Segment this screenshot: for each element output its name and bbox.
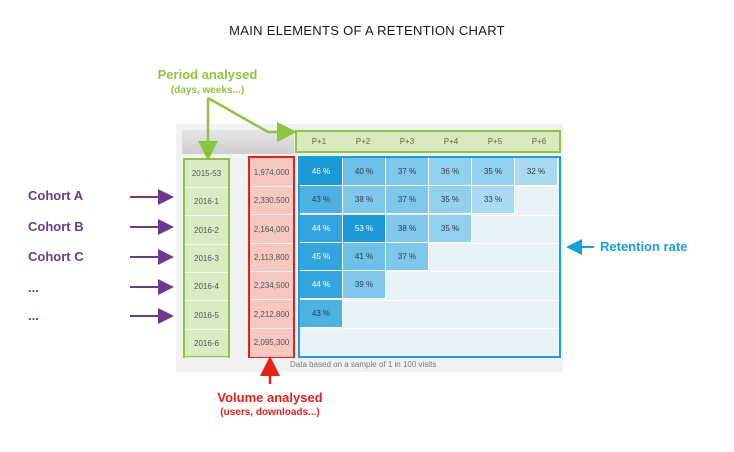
cohort-date-cell: 2016-6 — [185, 330, 228, 358]
retention-rate-cell: 45 % — [300, 242, 343, 271]
retention-rate-cell: 41 % — [343, 242, 386, 271]
retention-rate-cell: 39 % — [343, 271, 386, 300]
cohort-date-cell: 2016-3 — [185, 245, 228, 273]
volume-cell: 2,164,000 — [250, 216, 293, 244]
period-arrow-to-periods — [207, 96, 297, 142]
retention-rate-matrix: 46 % 40 % 37 % 36 % 35 % 32 % 43 % 38 % 37 % 35 %… — [298, 156, 561, 358]
retention-rate-cell: 36 % — [429, 158, 472, 186]
retention-rate-cell: 35 % — [429, 214, 472, 243]
retention-rate-cell: 43 % — [300, 299, 343, 328]
retention-rate-cell: 40 % — [343, 158, 386, 186]
cohort-label-a: Cohort A — [28, 188, 84, 203]
matrix-grid-line — [300, 299, 559, 301]
matrix-grid-line — [300, 242, 559, 244]
retention-rate-cell: 43 % — [300, 186, 343, 215]
retention-rate-cell: 35 % — [472, 158, 515, 186]
volume-analysed-label: Volume analysed — [217, 390, 323, 405]
period-analysed-label: Period analysed — [157, 67, 258, 82]
volume-cell: 1,974,000 — [250, 159, 293, 187]
volume-cell: 2,212,800 — [250, 301, 293, 329]
retention-rate-cell: 38 % — [386, 214, 429, 243]
period-header-cell: P+6 — [531, 137, 547, 146]
retention-rate-cell: 38 % — [343, 186, 386, 215]
cohort-date-cell: 2016-5 — [185, 302, 228, 330]
retention-rate-cell: 46 % — [300, 158, 343, 186]
cohort-date-column: 2015-53 2016-1 2016-2 2016-3 2016-4 2016-5 201… — [183, 158, 230, 358]
retention-rate-cell: 44 % — [300, 271, 343, 300]
matrix-grid-line — [300, 327, 559, 329]
volume-cell: 2,234,500 — [250, 272, 293, 301]
volume-column: 1,974,000 2,330,500 2,164,000 2,113,800 2,23… — [248, 156, 295, 358]
cohort-date-cell: 2016-4 — [185, 273, 228, 302]
retention-rate-cell: 32 % — [515, 158, 558, 186]
volume-cell: 2,113,800 — [250, 244, 293, 272]
cohort-label-c: Cohort C — [28, 249, 84, 264]
period-header-cell: P+3 — [399, 137, 415, 146]
cohort-date-cell: 2016-1 — [185, 188, 228, 217]
cohort-label-more-2: ... — [28, 308, 39, 323]
retention-rate-cell: 44 % — [300, 214, 343, 243]
matrix-grid-line — [300, 271, 559, 273]
cohort-label-b: Cohort B — [28, 219, 84, 234]
retention-rate-label: Retention rate — [600, 239, 688, 254]
retention-rate-cell: 37 % — [386, 242, 429, 271]
volume-cell: 2,330,500 — [250, 187, 293, 216]
period-header-cell: P+1 — [311, 137, 327, 146]
retention-rate-cell: 35 % — [429, 186, 472, 215]
retention-rate-cell: 33 % — [472, 186, 515, 215]
retention-rate-cell: 53 % — [343, 214, 386, 243]
period-header-cell: P+5 — [487, 137, 503, 146]
cohort-label-more-1: ... — [28, 280, 39, 295]
retention-rate-cell: 37 % — [386, 158, 429, 186]
footnote: Data based on a sample of 1 in 100 visit… — [290, 360, 437, 369]
chart-title: MAIN ELEMENTS OF A RETENTION CHART — [229, 23, 505, 38]
cohort-date-cell: 2016-2 — [185, 217, 228, 245]
period-header-cell: P+4 — [443, 137, 459, 146]
volume-analysed-sublabel: (users, downloads...) — [220, 407, 320, 418]
period-header-cell: P+2 — [355, 137, 371, 146]
retention-rate-cell: 37 % — [386, 186, 429, 215]
period-analysed-sublabel: (days, weeks...) — [170, 85, 245, 96]
cohort-date-cell: 2015-53 — [185, 160, 228, 188]
